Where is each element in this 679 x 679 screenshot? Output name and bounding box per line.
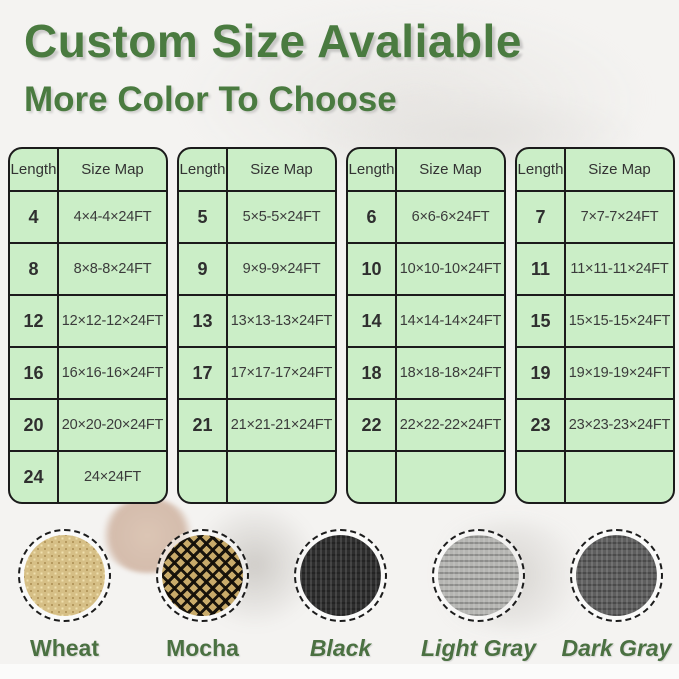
swatch-label: Dark Gray xyxy=(561,635,672,661)
size-map-cell: 4×4-4×24FT xyxy=(59,190,166,242)
length-column-header: Length xyxy=(179,149,228,190)
length-cell: 11 xyxy=(517,242,566,294)
size-map-cell: 17×17-17×24FT xyxy=(228,346,335,398)
length-cell xyxy=(348,450,397,502)
size-map-column-header: Size Map xyxy=(419,161,482,178)
mocha-fabric-texture xyxy=(162,535,243,616)
size-map-cell: 5×5-5×24FT xyxy=(228,190,335,242)
swatch-label: Mocha xyxy=(166,635,239,661)
black-fabric-texture xyxy=(300,535,381,616)
size-map-column-header: Size Map xyxy=(81,161,144,178)
swatch-label: Wheat xyxy=(30,635,99,661)
length-cell: 20 xyxy=(10,398,59,450)
size-map-cell xyxy=(397,450,504,502)
length-cell: 4 xyxy=(10,190,59,242)
size-map-cell xyxy=(228,450,335,502)
size-map-cell: 19×19-19×24FT xyxy=(566,346,673,398)
size-map-cell: 16×16-16×24FT xyxy=(59,346,166,398)
size-map-cell: 24×24FT xyxy=(59,450,166,502)
length-cell: 9 xyxy=(179,242,228,294)
color-swatches-row: Wheat Mocha Black Light Gray Dark Gray xyxy=(16,529,671,662)
size-map-cell: 11×11-11×24FT xyxy=(566,242,673,294)
size-map-cell: 13×13-13×24FT xyxy=(228,294,335,346)
swatch-wheat: Wheat xyxy=(16,529,113,662)
size-table-3: Length Size Map 6 6×6-6×24FT 10 10×10-10×24FT… xyxy=(346,147,506,504)
size-map-cell: 8×8-8×24FT xyxy=(59,242,166,294)
size-tables-row: Length Size Map 4 4×4-4×24FT 8 8×8-8×24FT 12 12… xyxy=(8,147,675,504)
swatch-mocha: Mocha xyxy=(154,529,251,662)
swatch-dark-gray: Dark Gray xyxy=(562,529,671,662)
length-cell: 12 xyxy=(10,294,59,346)
length-cell: 17 xyxy=(179,346,228,398)
light-gray-fabric-texture xyxy=(438,535,519,616)
size-map-cell: 10×10-10×24FT xyxy=(397,242,504,294)
size-map-cell: 22×22-22×24FT xyxy=(397,398,504,450)
length-cell: 21 xyxy=(179,398,228,450)
page-title: Custom Size Avaliable xyxy=(24,15,522,67)
swatch-circle xyxy=(432,529,525,622)
size-map-cell: 20×20-20×24FT xyxy=(59,398,166,450)
page-subtitle: More Color To Choose xyxy=(24,80,397,119)
size-map-cell: 6×6-6×24FT xyxy=(397,190,504,242)
length-cell: 24 xyxy=(10,450,59,502)
size-map-cell: 23×23-23×24FT xyxy=(566,398,673,450)
swatch-circle xyxy=(18,529,111,622)
size-table-1: Length Size Map 4 4×4-4×24FT 8 8×8-8×24FT 12 12… xyxy=(8,147,168,504)
length-column-header: Length xyxy=(517,149,566,190)
length-cell: 7 xyxy=(517,190,566,242)
size-map-cell: 14×14-14×24FT xyxy=(397,294,504,346)
background-strip xyxy=(0,664,679,679)
swatch-light-gray: Light Gray xyxy=(421,529,536,662)
length-cell: 5 xyxy=(179,190,228,242)
length-column-header: Length xyxy=(348,149,397,190)
length-cell: 13 xyxy=(179,294,228,346)
swatch-label: Light Gray xyxy=(421,635,537,661)
length-cell xyxy=(517,450,566,502)
size-map-cell: 21×21-21×24FT xyxy=(228,398,335,450)
swatch-circle xyxy=(294,529,387,622)
size-table-4: Length Size Map 7 7×7-7×24FT 11 11×11-11×24FT… xyxy=(515,147,675,504)
size-map-cell: 9×9-9×24FT xyxy=(228,242,335,294)
size-map-cell: 15×15-15×24FT xyxy=(566,294,673,346)
length-cell: 16 xyxy=(10,346,59,398)
size-map-column-header: Size Map xyxy=(588,161,651,178)
swatch-label: Black xyxy=(309,635,372,661)
length-cell xyxy=(179,450,228,502)
size-table-2: Length Size Map 5 5×5-5×24FT 9 9×9-9×24FT 13 13… xyxy=(177,147,337,504)
length-cell: 14 xyxy=(348,294,397,346)
size-map-column-header: Size Map xyxy=(250,161,313,178)
length-cell: 18 xyxy=(348,346,397,398)
length-cell: 6 xyxy=(348,190,397,242)
dark-gray-fabric-texture xyxy=(576,535,657,616)
length-column-header: Length xyxy=(10,149,59,190)
length-cell: 15 xyxy=(517,294,566,346)
swatch-black: Black xyxy=(292,529,389,662)
size-map-cell: 12×12-12×24FT xyxy=(59,294,166,346)
wheat-fabric-texture xyxy=(24,535,105,616)
length-cell: 23 xyxy=(517,398,566,450)
swatch-circle xyxy=(156,529,249,622)
length-cell: 8 xyxy=(10,242,59,294)
length-cell: 19 xyxy=(517,346,566,398)
length-cell: 22 xyxy=(348,398,397,450)
size-map-cell: 7×7-7×24FT xyxy=(566,190,673,242)
swatch-circle xyxy=(570,529,663,622)
length-cell: 10 xyxy=(348,242,397,294)
size-map-cell: 18×18-18×24FT xyxy=(397,346,504,398)
size-map-cell xyxy=(566,450,673,502)
